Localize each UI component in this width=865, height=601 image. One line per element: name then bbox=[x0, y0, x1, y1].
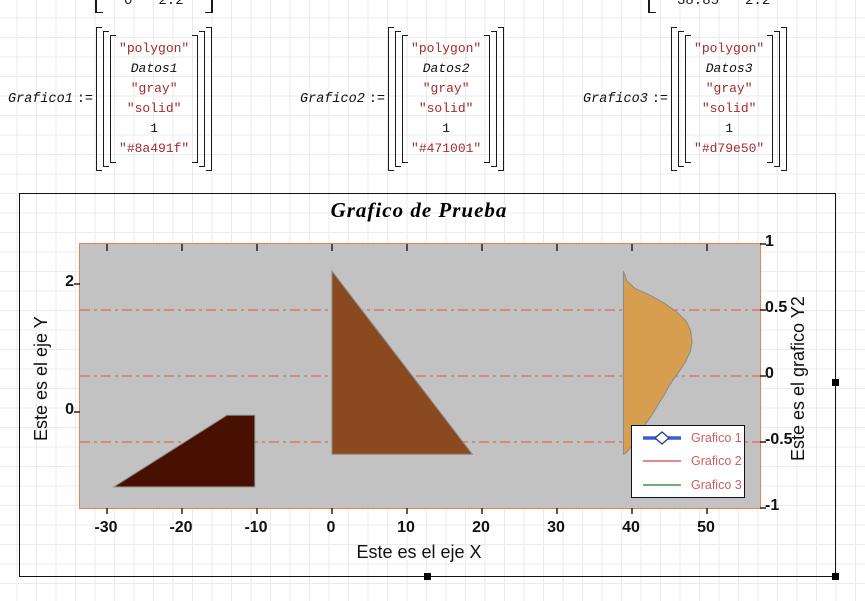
matrix-bracket-middle: "polygon" Datos2 "gray" "solid" 1 "#471001" bbox=[395, 31, 498, 167]
x-tick-label: 40 bbox=[622, 519, 640, 536]
matrix-row: Datos2 bbox=[422, 61, 470, 76]
matrix-bracket-right bbox=[204, 0, 213, 13]
legend-line-sample bbox=[643, 484, 681, 486]
definition-grafico3[interactable]: Grafico3:= "polygon" Datos3 "gray" "solid" 1 "… bbox=[583, 27, 788, 171]
matrix-fragment-right-row: 38.85 2.2 bbox=[648, 0, 790, 13]
legend-item: Grafico 1 bbox=[632, 427, 744, 449]
assign-operator: := bbox=[76, 91, 94, 107]
definition-grafico1[interactable]: Grafico1:= "polygon" Datos1 "gray" "solid" 1 "… bbox=[8, 27, 213, 171]
y-axis-title: Este es el eje Y bbox=[31, 316, 51, 442]
y-right-tick-label: -1 bbox=[765, 497, 780, 514]
legend-label: Grafico 3 bbox=[691, 478, 742, 493]
y-right-tick-label: 1 bbox=[765, 233, 774, 250]
x-tick-label: -10 bbox=[244, 519, 268, 536]
matrix-row: 1 bbox=[725, 121, 734, 136]
matrix-cell-value: 0 bbox=[124, 0, 133, 9]
matrix-bracket-left bbox=[95, 0, 103, 13]
matrix-row: "polygon" bbox=[411, 41, 482, 56]
matrix-row: "polygon" bbox=[694, 41, 765, 56]
plot-canvas bbox=[74, 243, 766, 514]
definition-label: Grafico2:= bbox=[300, 92, 385, 107]
matrix-row: "solid" bbox=[126, 101, 182, 116]
matrix-bracket-inner: "polygon" Datos1 "gray" "solid" 1 "#8a491f" bbox=[110, 35, 199, 163]
x-tick-label: 50 bbox=[697, 519, 715, 536]
diamond-marker-icon bbox=[654, 430, 670, 445]
matrix-bracket-outer: "polygon" Datos1 "gray" "solid" 1 "#8a491f" bbox=[96, 27, 213, 171]
x-axis-title: Este es el eje X bbox=[356, 542, 482, 562]
matrix-fragment-left-row: 0 2.2 bbox=[95, 0, 213, 13]
matrix-rows: "polygon" Datos2 "gray" "solid" 1 "#471001" bbox=[409, 39, 483, 159]
matrix-row: "gray" bbox=[130, 81, 178, 96]
matrix-bracket-middle: "polygon" Datos1 "gray" "solid" 1 "#8a491f" bbox=[103, 31, 206, 167]
matrix-row: "polygon" bbox=[119, 41, 190, 56]
plot-area: Grafico 1 Grafico 2 Grafico 3 bbox=[74, 243, 766, 514]
legend-item: Grafico 2 bbox=[632, 450, 744, 472]
matrix-rows: "polygon" Datos1 "gray" "solid" 1 "#8a491f" bbox=[117, 39, 191, 159]
y-left-tick-label: 2 bbox=[65, 273, 74, 290]
legend-line-sample bbox=[643, 430, 681, 445]
x-tick-label: 30 bbox=[547, 519, 565, 536]
matrix-bracket-left bbox=[648, 0, 656, 13]
matrix-row: 1 bbox=[442, 121, 451, 136]
assign-operator: := bbox=[651, 91, 669, 107]
legend-line-sample bbox=[643, 460, 681, 463]
resize-handle-bottom-right[interactable] bbox=[832, 573, 839, 580]
matrix-bracket-outer: "polygon" Datos2 "gray" "solid" 1 "#471001" bbox=[388, 27, 505, 171]
matrix-fragment-right[interactable]: 38.85 2.2 bbox=[648, 0, 790, 13]
x-tick-label: 10 bbox=[397, 519, 415, 536]
y-left-tick-label: 0 bbox=[65, 401, 74, 418]
matrix-bracket-outer: "polygon" Datos3 "gray" "solid" 1 "#d79e50" bbox=[671, 27, 788, 171]
matrix-fragment-left[interactable]: 0 2.2 bbox=[95, 0, 230, 13]
legend: Grafico 1 Grafico 2 Grafico 3 bbox=[631, 425, 745, 498]
x-tick-label: -30 bbox=[94, 519, 118, 536]
matrix-row: "gray" bbox=[705, 81, 753, 96]
legend-label: Grafico 2 bbox=[691, 454, 742, 469]
x-tick-label: 0 bbox=[326, 519, 336, 536]
variable-name: Grafico3 bbox=[583, 91, 648, 107]
matrix-row: "#8a491f" bbox=[119, 141, 190, 156]
matrix-bracket-inner: "polygon" Datos2 "gray" "solid" 1 "#471001" bbox=[402, 35, 491, 163]
y2-axis-title: Este es el grafico Y2 bbox=[788, 296, 808, 462]
y-right-tick-label: 0 bbox=[765, 365, 774, 382]
matrix-row: "solid" bbox=[701, 101, 757, 116]
definition-label: Grafico3:= bbox=[583, 92, 668, 107]
y-right-tick-label: 0.5 bbox=[765, 299, 788, 316]
matrix-cell-value: 2.2 bbox=[158, 0, 184, 9]
legend-item: Grafico 3 bbox=[632, 474, 744, 496]
resize-handle-right[interactable] bbox=[832, 379, 839, 386]
matrix-row: 1 bbox=[150, 121, 159, 136]
polygon-grafico-1 bbox=[331, 269, 474, 455]
y-right-tick-label: -0.5 bbox=[765, 431, 793, 448]
resize-handle-bottom[interactable] bbox=[424, 573, 431, 580]
x-tick-label: 20 bbox=[472, 519, 490, 536]
definition-grafico2[interactable]: Grafico2:= "polygon" Datos2 "gray" "solid" 1 "… bbox=[300, 27, 505, 171]
polygon-grafico-2 bbox=[112, 414, 256, 488]
matrix-cell-value: 2.2 bbox=[745, 0, 771, 9]
chart-region[interactable]: Grafico de Prueba Grafico 1 Grafico 2 Graf… bbox=[19, 193, 839, 580]
definition-label: Grafico1:= bbox=[8, 92, 93, 107]
matrix-row: "solid" bbox=[418, 101, 474, 116]
matrix-row: "#d79e50" bbox=[694, 141, 765, 156]
chart-title: Grafico de Prueba bbox=[330, 198, 508, 222]
matrix-bracket-middle: "polygon" Datos3 "gray" "solid" 1 "#d79e50" bbox=[678, 31, 781, 167]
variable-name: Grafico2 bbox=[300, 91, 365, 107]
matrix-bracket-inner: "polygon" Datos3 "gray" "solid" 1 "#d79e50" bbox=[685, 35, 774, 163]
matrix-cell-value: 38.85 bbox=[677, 0, 720, 9]
variable-name: Grafico1 bbox=[8, 91, 73, 107]
matrix-row: "#471001" bbox=[411, 141, 482, 156]
matrix-row: Datos1 bbox=[130, 61, 178, 76]
matrix-row: "gray" bbox=[422, 81, 470, 96]
legend-label: Grafico 1 bbox=[691, 430, 742, 445]
x-tick-label: -20 bbox=[169, 519, 193, 536]
matrix-row: Datos3 bbox=[705, 61, 753, 76]
matrix-rows: "polygon" Datos3 "gray" "solid" 1 "#d79e50" bbox=[692, 39, 766, 159]
assign-operator: := bbox=[368, 91, 386, 107]
